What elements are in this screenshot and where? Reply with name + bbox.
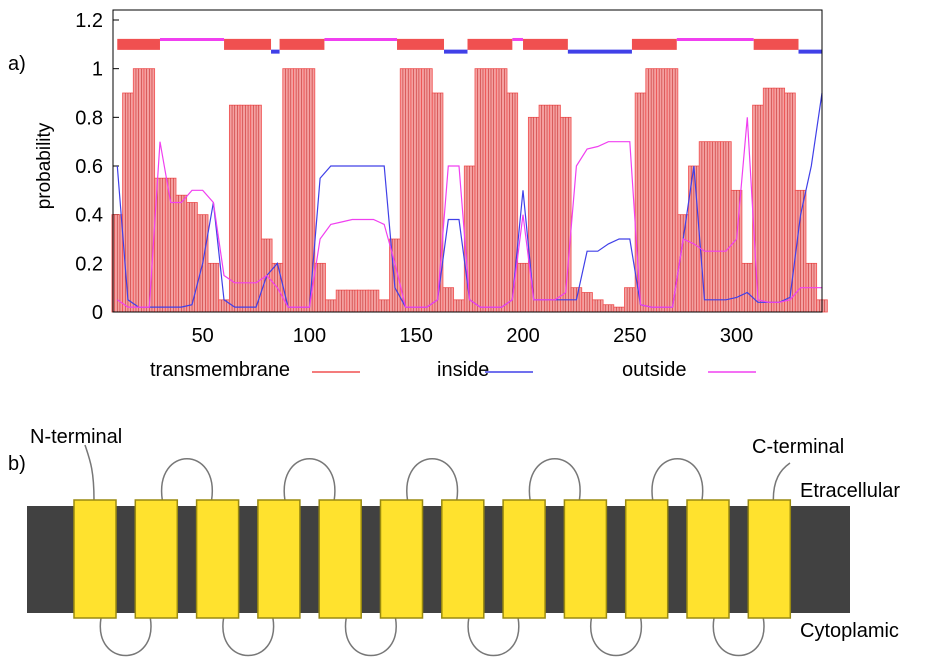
y-tick-label: 1 — [92, 59, 103, 81]
x-tick-label: 150 — [400, 325, 433, 347]
loop — [407, 459, 458, 500]
c-terminal-label: C-terminal — [752, 436, 844, 458]
helix — [258, 500, 300, 618]
loop — [162, 459, 213, 500]
panel-label: b) — [8, 453, 26, 475]
cytoplasmic-label: Cytoplamic — [800, 620, 899, 642]
loop — [100, 618, 151, 656]
x-tick-label: 100 — [293, 325, 326, 347]
legend-label: outside — [622, 359, 687, 381]
x-tick-label: 200 — [506, 325, 539, 347]
helix — [687, 500, 729, 618]
loop — [529, 459, 580, 500]
loop — [652, 459, 703, 500]
x-tick-label: 50 — [192, 325, 214, 347]
y-axis-label: probability — [34, 122, 55, 209]
y-tick-label: 1.2 — [75, 10, 103, 32]
helix — [626, 500, 668, 618]
helix — [564, 500, 606, 618]
loop — [591, 618, 642, 656]
helix — [74, 500, 116, 618]
n-terminal-label: N-terminal — [30, 426, 122, 448]
helix — [442, 500, 484, 618]
loop — [284, 459, 335, 500]
y-tick-label: 0.2 — [75, 253, 103, 275]
helix — [748, 500, 790, 618]
helix — [197, 500, 239, 618]
extracellular-label: Etracellular — [800, 480, 900, 502]
diagram — [27, 445, 850, 656]
x-tick-label: 300 — [720, 325, 753, 347]
legend-label: transmembrane — [150, 359, 290, 381]
terminal-tail — [85, 445, 94, 500]
helix — [503, 500, 545, 618]
loop — [468, 618, 519, 656]
loop — [713, 618, 764, 656]
helix — [381, 500, 423, 618]
x-tick-label: 250 — [613, 325, 646, 347]
y-tick-label: 0.6 — [75, 156, 103, 178]
y-tick-label: 0.8 — [75, 107, 103, 129]
loop — [346, 618, 397, 656]
helix — [135, 500, 177, 618]
legend-label: inside — [437, 359, 489, 381]
plot: 0 0.2 0.4 0.6 0.8 1 1.2 50 100 150 200 250 300 transm… — [75, 10, 827, 381]
panel-label: a) — [8, 53, 26, 75]
helix — [319, 500, 361, 618]
figure: a) b) probability 0 0.2 0.4 0.6 0.8 1 1.2 50 100… — [0, 0, 928, 657]
loop — [223, 618, 274, 656]
terminal-tail — [773, 463, 790, 500]
y-tick-label: 0 — [92, 302, 103, 324]
y-tick-label: 0.4 — [75, 205, 103, 227]
